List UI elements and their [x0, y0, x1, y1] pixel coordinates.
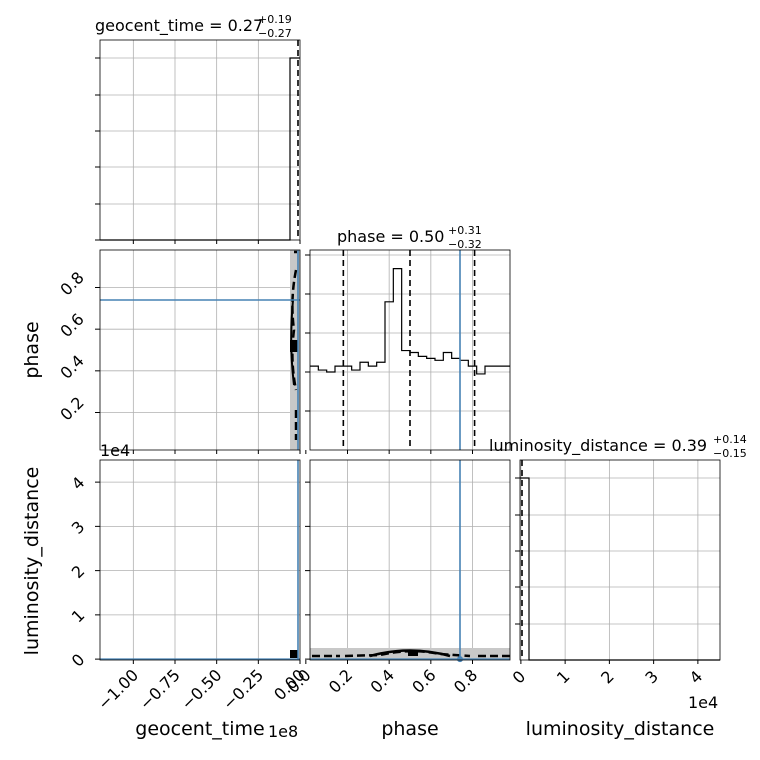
x-axis-label-luminosity-distance: luminosity_distance [526, 718, 715, 740]
x-tick-label-lumdist: 0 [509, 667, 530, 688]
x-tick-label-lumdist: 1 [553, 667, 574, 688]
panel-frame [99, 249, 301, 451]
panel-frame [519, 459, 721, 661]
x-tick-label-geocent: −1.00 [94, 665, 142, 713]
x-tick-label-phase: 0.6 [408, 665, 439, 696]
x-tick-label-lumdist: 2 [597, 667, 618, 688]
x-tick-label-geocent: −0.50 [177, 665, 225, 713]
x-tick-label-phase: 0.4 [367, 665, 398, 696]
y-axis-label-phase: phase [21, 321, 43, 378]
phase-title-sup: +0.31 [448, 224, 482, 237]
panel-frame [99, 39, 301, 241]
density-peak [290, 340, 298, 352]
y-tick-label-phase: 0.8 [56, 268, 87, 299]
density-peak [290, 650, 298, 658]
lumdist-histogram-step [520, 477, 720, 661]
phase-vs-geocent-time-panel: 0.2 0.4 0.6 0.8 [56, 249, 301, 454]
x-tick-label-phase: 0.2 [325, 665, 356, 696]
y-tick-label-phase: 0.4 [56, 351, 87, 382]
y-tick-label-phase: 0.6 [56, 310, 87, 341]
x-tick-label-lumdist: 4 [686, 667, 707, 688]
geocent-time-histogram-panel [95, 39, 301, 244]
panel-frame [309, 459, 511, 661]
y-tick-label-phase: 0.2 [56, 393, 87, 424]
truth-point [457, 656, 463, 663]
panel-frame [99, 459, 301, 661]
phase-title-sub: −0.32 [448, 238, 482, 251]
geocent-x-offset: 1e8 [268, 722, 298, 741]
x-tick-label-lumdist: 3 [641, 667, 662, 688]
phase-histogram-panel [305, 249, 511, 454]
luminosity-distance-title-sub: −0.15 [713, 447, 747, 460]
lumdist-y-offset: 1e4 [100, 441, 130, 460]
x-tick-label-geocent: −0.75 [136, 665, 184, 713]
x-axis-label-phase: phase [381, 718, 438, 740]
x-tick-label-phase: 0.8 [450, 665, 481, 696]
luminosity-distance-title: luminosity_distance = 0.39 [489, 436, 707, 456]
histogram-step [100, 57, 300, 241]
y-axis-label-luminosity-distance: luminosity_distance [21, 467, 43, 656]
y-tick-label-lumdist: 1 [68, 606, 89, 627]
lumdist-x-offset: 1e4 [688, 693, 718, 712]
luminosity-distance-title-sup: +0.14 [713, 433, 747, 446]
phase-title: phase = 0.50 [337, 227, 444, 246]
luminosity-distance-histogram-panel: 0 1 2 3 4 [509, 459, 721, 688]
y-tick-label-lumdist: 0 [68, 650, 89, 671]
y-tick-label-lumdist: 4 [68, 473, 89, 494]
y-tick-label-lumdist: 2 [68, 561, 89, 582]
x-axis-label-geocent-time: geocent_time [135, 718, 264, 740]
luminosity-distance-vs-phase-panel: 0.0 0.2 0.4 0.6 0.8 [283, 459, 511, 697]
geocent-time-title-sup: +0.19 [258, 13, 292, 26]
density-peak [408, 650, 418, 656]
x-tick-label-geocent: −0.25 [219, 665, 267, 713]
y-tick-label-lumdist: 3 [68, 517, 89, 538]
geocent-time-title: geocent_time = 0.27 [95, 16, 263, 36]
panel-frame [309, 249, 511, 451]
geocent-time-title-sub: −0.27 [258, 27, 292, 40]
